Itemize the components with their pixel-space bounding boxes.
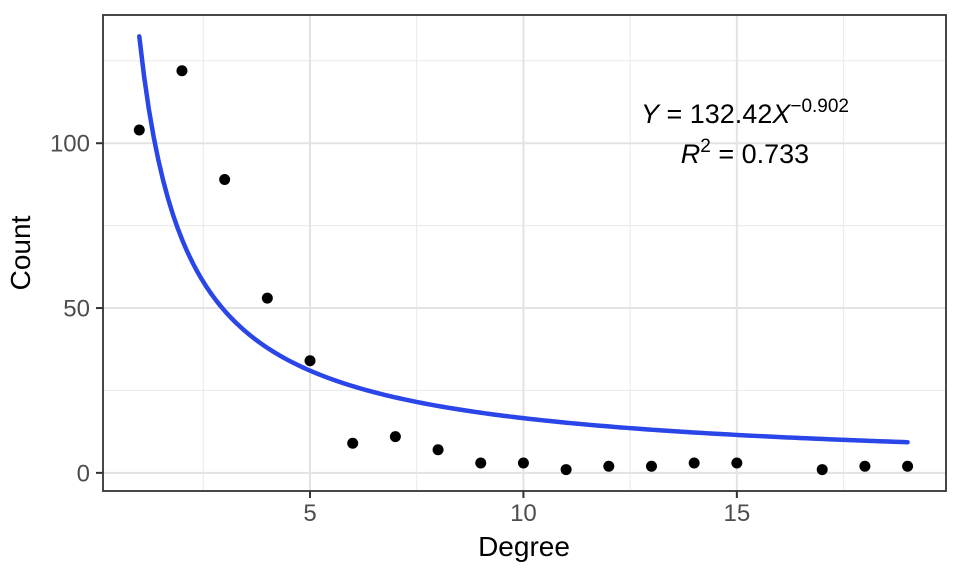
- data-point: [731, 457, 743, 469]
- r-squared-superscript: 2: [700, 136, 711, 157]
- data-points: [133, 65, 914, 476]
- r-squared-value: = 0.733: [711, 139, 809, 169]
- trend-equation-label: Y = 132.42X−0.902: [641, 96, 849, 129]
- x-axis-title: Degree: [478, 531, 570, 562]
- data-point: [816, 464, 828, 476]
- data-point: [133, 124, 145, 136]
- x-tick-label: 15: [723, 500, 750, 527]
- data-point: [347, 437, 359, 449]
- data-point: [304, 355, 316, 367]
- axis-ticks: 5 10 15 0 50 100: [50, 131, 750, 527]
- data-point: [859, 460, 871, 472]
- data-point: [902, 460, 914, 472]
- data-point: [517, 457, 529, 469]
- x-tick-label: 10: [510, 500, 537, 527]
- grid-minor: [103, 15, 946, 491]
- data-point: [261, 292, 273, 304]
- data-point: [176, 65, 188, 77]
- equation-exponent: −0.902: [790, 96, 849, 117]
- r-squared-label: R2 = 0.733: [681, 136, 809, 169]
- data-point: [645, 460, 657, 472]
- data-point: [475, 457, 487, 469]
- chart-plot-area: 5 10 15 0 50 100: [50, 14, 947, 527]
- equation-y-symbol: Y: [641, 99, 661, 129]
- data-point: [603, 460, 615, 472]
- y-tick-label: 100: [50, 131, 90, 158]
- y-tick-label: 0: [77, 460, 90, 487]
- data-point: [219, 173, 231, 185]
- equation-x-symbol: X: [771, 99, 791, 129]
- trend-line: [137, 34, 910, 445]
- panel-border: [102, 14, 947, 492]
- grid-major: [103, 15, 946, 491]
- data-point: [389, 431, 401, 443]
- panel-background: [103, 15, 946, 491]
- x-tick-label: 5: [303, 500, 316, 527]
- equation-coefficient: = 132.42: [659, 99, 772, 129]
- data-point: [432, 444, 444, 456]
- data-point: [560, 464, 572, 476]
- r-symbol: R: [681, 139, 701, 169]
- data-point: [688, 457, 700, 469]
- y-tick-label: 50: [63, 296, 90, 323]
- y-axis-title: Count: [5, 215, 36, 290]
